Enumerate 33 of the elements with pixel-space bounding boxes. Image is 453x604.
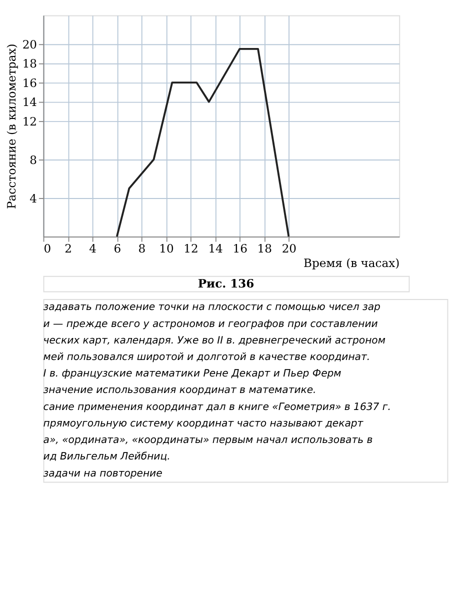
x-tick-label: 18: [257, 241, 272, 256]
text: ид Вильгельм Лейбниц.: [43, 452, 170, 463]
x-tick-label: 0: [44, 241, 52, 256]
y-axis-title: Расстояние (в километрах): [4, 44, 19, 209]
x-tick-label: 6: [114, 241, 122, 256]
text: Рис. 136: [198, 276, 254, 290]
y-tick-label: 8: [30, 152, 38, 167]
x-axis-title: Время (в часах): [304, 256, 400, 270]
line-series: [116, 48, 290, 238]
text: задачи на повторение: [43, 468, 162, 480]
text: мей пользовался широтой и долготой в качестве координат.: [43, 352, 370, 364]
y-tick-label: 18: [22, 56, 38, 71]
y-tick-label: 16: [22, 76, 38, 90]
x-tick-label: 14: [208, 241, 223, 256]
y-tick-label: 12: [22, 114, 38, 128]
y-tick-label: 14: [22, 95, 38, 110]
x-tick-label: 2: [64, 241, 72, 256]
text: задавать положение точки на плоскости с помощью чисел зар: [43, 302, 380, 314]
x-tick-label: 16: [232, 241, 248, 256]
text: и — прежде всего у астрономов и географов при составлении: [43, 318, 378, 330]
text: прямоугольную систему координат часто называют декарт: [43, 418, 364, 430]
text: значение использования координат в математике.: [43, 385, 316, 396]
x-tick-label: 20: [282, 241, 297, 256]
x-tick-label: 4: [89, 241, 97, 256]
x-tick-label: 8: [138, 241, 146, 256]
x-tick-label: 12: [184, 241, 198, 256]
text: а», «ордината», «координаты» первым начал использовать в: [43, 435, 373, 446]
text: I в. французские математики Рене Декарт и Пьер Ферм: [43, 368, 342, 380]
text: ческих карт, календаря. Уже во II в. древнегреческий астроном: [43, 335, 386, 346]
x-tick-label: 10: [159, 241, 174, 256]
text: сание применения координат дал в книге «Геометрия» в 1637 г.: [43, 402, 391, 413]
y-tick-label: 20: [22, 37, 38, 52]
y-tick-label: 4: [30, 191, 38, 206]
